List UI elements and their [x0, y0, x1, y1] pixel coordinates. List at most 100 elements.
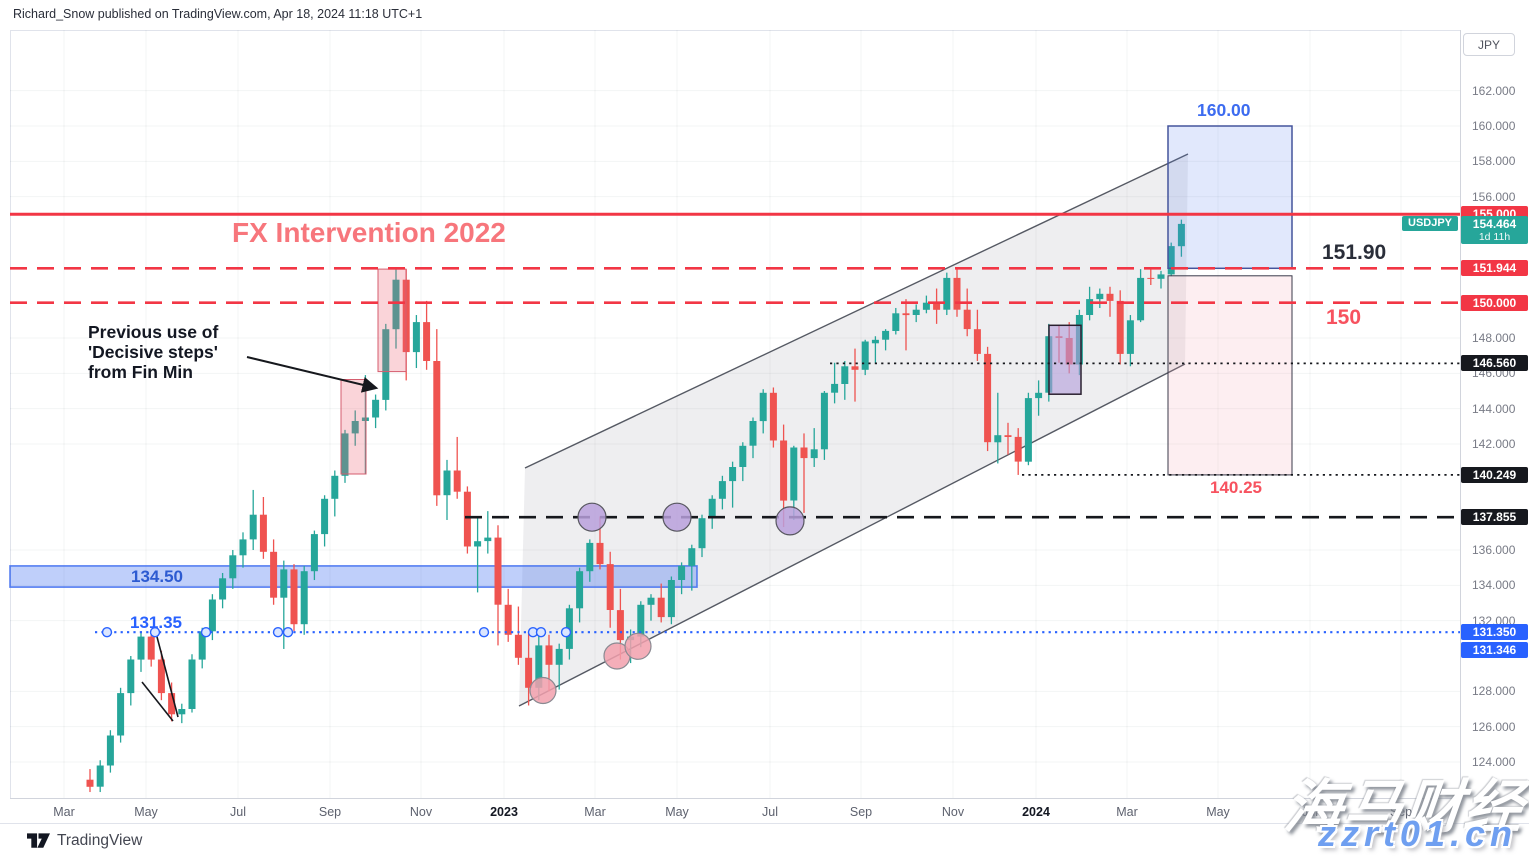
highlight-circle-purple[interactable]	[662, 502, 692, 532]
candle	[412, 322, 420, 353]
annotation-arrow[interactable]	[246, 356, 379, 393]
candle	[586, 542, 594, 572]
candle	[902, 313, 910, 316]
candle	[606, 564, 614, 610]
wedge-line[interactable]	[141, 681, 174, 722]
candle	[463, 491, 471, 547]
candle	[147, 636, 155, 660]
candle	[545, 645, 553, 665]
candle	[137, 636, 145, 660]
candle	[749, 421, 757, 446]
candle	[198, 631, 206, 660]
price-label-154.464: 154.464 1d 11h	[1461, 215, 1528, 244]
candle	[361, 417, 369, 421]
anchor-point[interactable]	[272, 627, 284, 638]
time-axis[interactable]: Mar May Jul Sep Nov 2023 Mar May Jul Sep Nov 2024 Ma…	[10, 798, 1460, 824]
watermark-site: zzrt01.cn	[1317, 813, 1517, 854]
annotation-line-131-35[interactable]: 131.35	[130, 613, 182, 632]
annotation-support-150[interactable]: 150	[1326, 306, 1362, 329]
candle	[769, 392, 777, 441]
anchor-point[interactable]	[200, 627, 212, 638]
highlight-circle-pink[interactable]	[624, 632, 652, 660]
symbol-badge: USDJPY	[1402, 216, 1459, 232]
candle	[392, 279, 400, 330]
candle	[943, 277, 951, 310]
price-tick-label: 156.000	[1472, 189, 1516, 204]
candle	[168, 693, 176, 715]
price-tick-label: 128.000	[1472, 684, 1516, 699]
trend-channel[interactable]	[519, 154, 1188, 706]
price-label-140.249: 140.249	[1461, 466, 1528, 483]
trend-channel-line[interactable]	[524, 153, 1189, 469]
anchor-point[interactable]	[101, 627, 113, 638]
downside-risk-box[interactable]	[1167, 275, 1293, 476]
time-tick-label: Nov	[941, 805, 965, 819]
candle	[270, 551, 278, 598]
candle	[555, 648, 563, 665]
annotation-resistance-151-90[interactable]: 151.90	[1322, 241, 1387, 264]
candle	[504, 604, 512, 635]
anchor-point[interactable]	[560, 627, 572, 638]
time-tick-label: Sep	[318, 805, 342, 819]
candle	[331, 475, 339, 499]
support-zone-134-50[interactable]	[9, 565, 698, 588]
candle	[321, 498, 329, 535]
upside-target-box[interactable]	[1167, 125, 1293, 270]
candle	[106, 735, 114, 766]
price-axis[interactable]: 162.000 160.000 158.000 156.000 148.000 146.0…	[1460, 30, 1529, 798]
price-tick-label: 136.000	[1472, 543, 1516, 557]
candle	[576, 571, 584, 609]
candle	[953, 277, 961, 310]
candle	[188, 659, 196, 709]
candle	[963, 309, 971, 330]
candles-series[interactable]	[86, 219, 1185, 793]
candle	[219, 578, 227, 600]
candle	[912, 309, 920, 315]
candle	[474, 541, 482, 547]
candle	[729, 467, 737, 482]
currency-toggle-button[interactable]: JPY	[1463, 33, 1515, 56]
candle	[1157, 274, 1165, 279]
candle	[1126, 320, 1134, 354]
anchor-point[interactable]	[478, 627, 490, 638]
oct-2022-intervention-box[interactable]	[377, 268, 407, 373]
footer-bar: TradingView	[0, 823, 1529, 857]
highlight-circle-pink[interactable]	[529, 676, 557, 705]
candle	[310, 534, 318, 572]
highlight-circle-purple[interactable]	[577, 502, 607, 532]
tradingview-logo-icon	[27, 833, 50, 848]
annotation-downside-target[interactable]: 140.25	[1210, 478, 1262, 497]
annotation-previous-use[interactable]: Previous use of 'Decisive steps' from Fi…	[88, 322, 318, 382]
price-tick-label: 134.000	[1472, 578, 1516, 593]
candle	[718, 481, 726, 499]
sep-2022-intervention-box[interactable]	[340, 379, 367, 475]
anchor-point[interactable]	[149, 627, 161, 638]
candle	[678, 565, 686, 580]
annotation-upside-target[interactable]: 160.00	[1197, 100, 1251, 120]
candle	[1035, 392, 1043, 399]
time-tick-label: Nov	[409, 805, 433, 819]
tradingview-logo[interactable]: TradingView	[27, 832, 142, 850]
candle	[708, 498, 716, 519]
candle	[443, 470, 451, 496]
anchor-point[interactable]	[535, 627, 547, 638]
candle	[698, 518, 706, 549]
candle	[86, 779, 94, 787]
wedge-line[interactable]	[155, 632, 179, 718]
candle	[820, 392, 828, 450]
candle	[178, 709, 186, 715]
anchor-point[interactable]	[282, 627, 294, 638]
candle	[117, 693, 125, 736]
time-tick-label: Mar	[584, 805, 606, 819]
candle	[871, 339, 879, 344]
candle	[1004, 435, 1012, 437]
annotation-fx-intervention[interactable]: FX Intervention 2022	[232, 217, 506, 248]
annotation-zone-134-50[interactable]: 134.50	[131, 567, 183, 586]
candle	[514, 634, 522, 658]
candle	[229, 555, 237, 579]
candle	[831, 383, 839, 393]
jan-2024-highlight-box[interactable]	[1048, 324, 1082, 395]
highlight-circle-purple[interactable]	[775, 506, 805, 536]
candle	[759, 392, 767, 422]
